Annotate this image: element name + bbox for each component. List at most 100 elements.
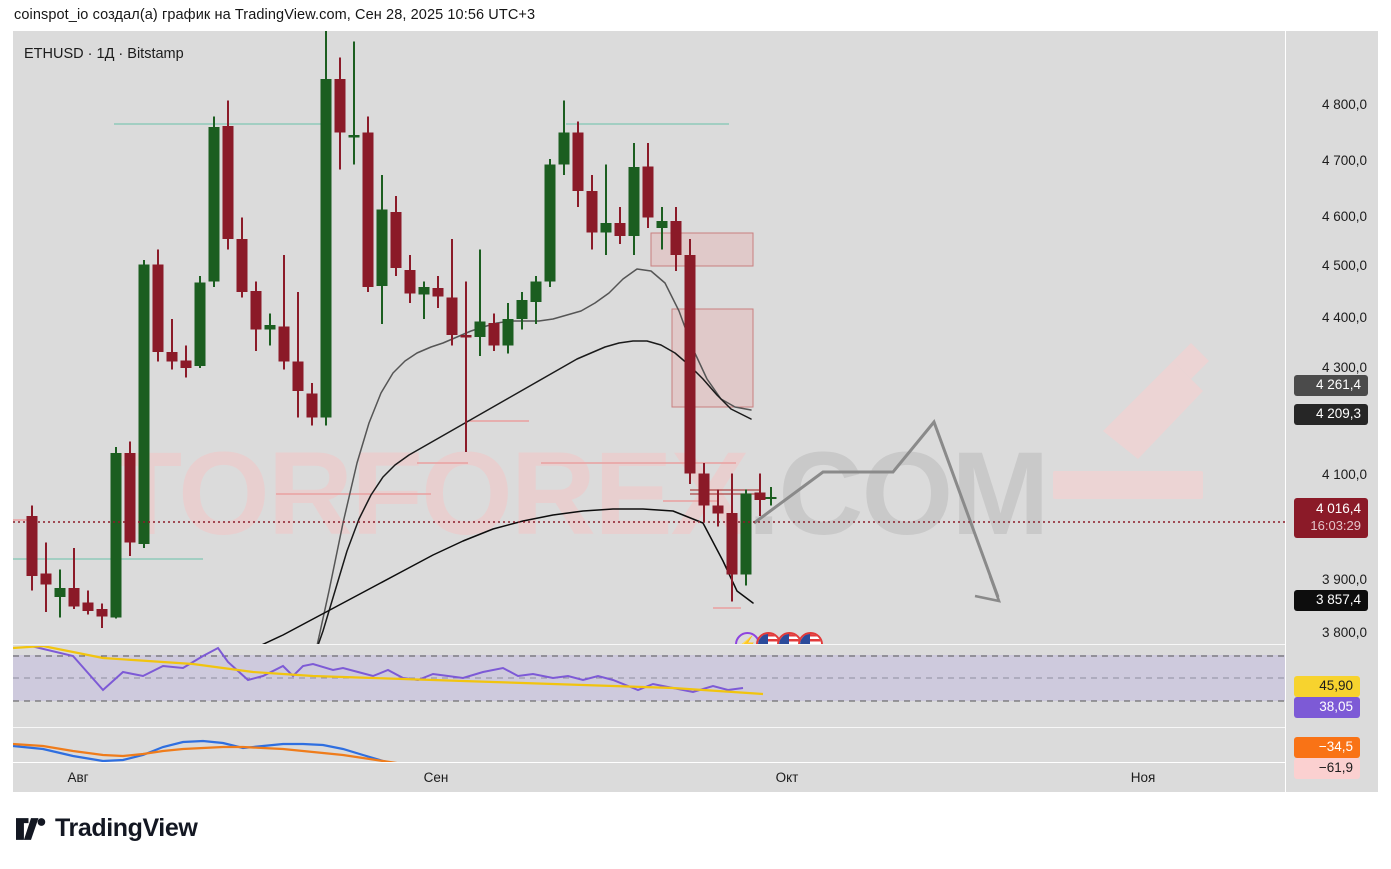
- candle-body[interactable]: [292, 361, 304, 391]
- candle-body[interactable]: [138, 264, 150, 544]
- price-axis-tick: 4 300,0: [1321, 360, 1367, 375]
- projection-arrow-head: [974, 575, 1002, 603]
- candle-body[interactable]: [726, 512, 738, 575]
- candle-body[interactable]: [166, 351, 178, 362]
- candle-body[interactable]: [754, 492, 766, 501]
- candle-body[interactable]: [362, 132, 374, 287]
- us-flag-icon: [758, 634, 779, 644]
- time-axis-tick: Окт: [775, 770, 799, 785]
- pane-separator-1: [13, 644, 1285, 645]
- candle-body[interactable]: [698, 473, 710, 506]
- stochastic-pane[interactable]: [13, 646, 1285, 727]
- lightning-bolt-icon: ⚡: [738, 637, 757, 644]
- price-chart-canvas[interactable]: [13, 31, 1285, 644]
- candle-body[interactable]: [110, 453, 122, 618]
- event-markers-row[interactable]: ⚡: [735, 632, 823, 644]
- candle-body[interactable]: [236, 238, 248, 293]
- candle-body[interactable]: [418, 286, 430, 295]
- candle-body[interactable]: [642, 166, 654, 218]
- candle-body[interactable]: [180, 360, 192, 368]
- candle-body[interactable]: [278, 326, 290, 362]
- candlestick-series: [26, 31, 777, 629]
- candle-body[interactable]: [614, 222, 626, 237]
- badge-countdown: 16:03:29: [1310, 517, 1361, 533]
- candle-body[interactable]: [390, 212, 402, 269]
- candle-body[interactable]: [222, 125, 234, 239]
- candle-body[interactable]: [628, 166, 640, 237]
- macd-signal-badge: −61,9: [1294, 758, 1360, 779]
- candle-body[interactable]: [404, 269, 416, 294]
- badge-value: 4 209,3: [1315, 406, 1361, 421]
- time-axis-tick: Сен: [423, 770, 449, 785]
- candle-body[interactable]: [208, 126, 220, 282]
- time-axis-tick: Ноя: [1130, 770, 1156, 785]
- pane-separator-2: [13, 727, 1285, 728]
- candle-body[interactable]: [474, 321, 486, 337]
- stochastic-k-line: [13, 646, 764, 696]
- chart-credit-line: coinspot_io создал(а) график на TradingV…: [14, 7, 536, 23]
- candle-body[interactable]: [376, 209, 388, 286]
- price-axis-tick: 4 400,0: [1321, 310, 1367, 325]
- price-axis[interactable]: 4 800,0 4 700,0 4 600,0 4 500,0 4 400,0 4 300…: [1285, 31, 1378, 792]
- candle-body[interactable]: [26, 516, 38, 576]
- stochastic-canvas: [13, 646, 1285, 702]
- badge-value: 4 016,4: [1315, 501, 1361, 516]
- candle-body[interactable]: [712, 505, 724, 514]
- ma-slow-line: [317, 340, 752, 644]
- symbol-legend[interactable]: ETHUSD · 1Д · Bitstamp: [24, 46, 184, 62]
- price-pane[interactable]: TORFOREX.COM: [13, 31, 1285, 644]
- candle-body[interactable]: [530, 281, 542, 302]
- candle-body[interactable]: [446, 297, 458, 335]
- price-axis-tick: 4 800,0: [1321, 97, 1367, 112]
- candle-body[interactable]: [306, 393, 318, 418]
- time-axis[interactable]: Авг Сен Окт Ноя: [13, 762, 1378, 792]
- badge-value: 3 857,4: [1315, 592, 1361, 607]
- candle-body[interactable]: [544, 164, 556, 282]
- ma-long-price-badge: 3 857,4: [1294, 590, 1368, 611]
- candle-body[interactable]: [40, 573, 52, 585]
- candle-body[interactable]: [194, 282, 206, 366]
- candle-body[interactable]: [250, 291, 262, 330]
- supply-demand-zones: [650, 232, 754, 408]
- candle-body[interactable]: [320, 78, 332, 418]
- tradingview-footer-logo: TradingView: [16, 814, 198, 843]
- candle-body[interactable]: [68, 588, 80, 607]
- moving-averages: [261, 268, 754, 644]
- candle-body[interactable]: [740, 493, 752, 575]
- ma-slow-price-badge: 4 209,3: [1294, 404, 1368, 425]
- candle-body[interactable]: [432, 287, 444, 297]
- candle-body[interactable]: [264, 325, 276, 330]
- candle-body[interactable]: [54, 588, 66, 598]
- ma-long-line: [261, 508, 754, 644]
- candle-body[interactable]: [600, 222, 612, 233]
- candle-body[interactable]: [124, 453, 136, 543]
- price-axis-tick: 3 900,0: [1321, 572, 1367, 587]
- price-axis-tick: 3 800,0: [1321, 625, 1367, 640]
- ma-fast-price-badge: 4 261,4: [1294, 375, 1368, 396]
- candle-body[interactable]: [152, 264, 164, 352]
- chart-frame: TORFOREX.COM: [13, 31, 1378, 792]
- event-marker-us-3[interactable]: [798, 632, 823, 644]
- time-axis-tick: Авг: [67, 770, 89, 785]
- candle-body[interactable]: [572, 132, 584, 191]
- us-flag-icon: [779, 634, 800, 644]
- candle-body[interactable]: [460, 334, 472, 338]
- candle-body[interactable]: [586, 190, 598, 233]
- price-axis-tick: 4 500,0: [1321, 258, 1367, 273]
- candle-body[interactable]: [348, 134, 360, 138]
- candle-body[interactable]: [558, 132, 570, 165]
- candle-body[interactable]: [334, 78, 346, 133]
- candle-body[interactable]: [82, 602, 94, 611]
- projection-line: [753, 419, 1000, 598]
- candle-body[interactable]: [502, 318, 514, 346]
- candle-body[interactable]: [684, 254, 696, 474]
- candle-body[interactable]: [656, 220, 668, 229]
- candle-body[interactable]: [488, 323, 500, 346]
- candle-body[interactable]: [670, 220, 682, 255]
- candle-body[interactable]: [765, 496, 777, 500]
- candle-body[interactable]: [516, 300, 528, 319]
- tradingview-logo-icon: [16, 817, 46, 840]
- candle-body[interactable]: [96, 608, 108, 617]
- stochastic-d-line: [30, 646, 744, 694]
- us-flag-icon: [800, 634, 821, 644]
